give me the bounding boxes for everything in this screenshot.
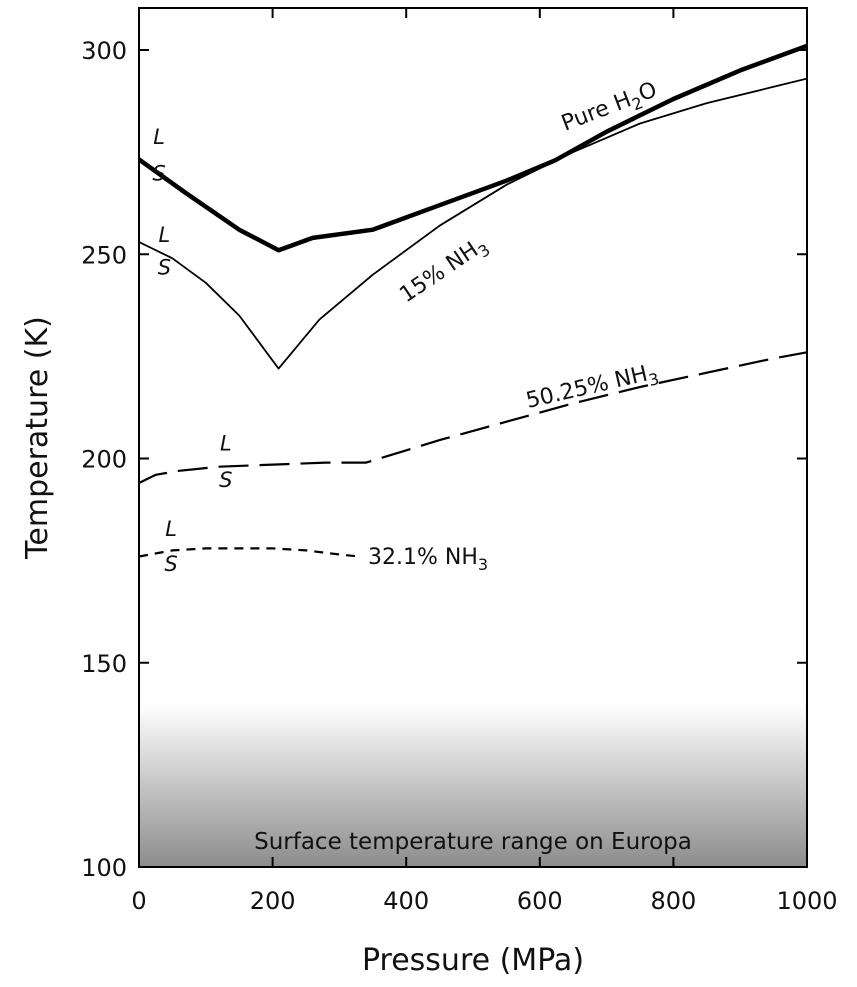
x-tick-label: 400 [383, 887, 429, 915]
plot-frame [138, 7, 808, 868]
series-50-25pct-nh3-line [139, 351, 807, 484]
series-pure-h2o-line [139, 43, 807, 253]
x-tick-label: 1000 [776, 887, 837, 915]
series-15pct-nh3-label: 15% NH3 [395, 232, 493, 311]
y-axis-title: Temperature (K) [20, 316, 55, 560]
y-tick-label: 100 [81, 854, 127, 882]
x-tick-label: 800 [650, 887, 696, 915]
x-tick-label: 600 [517, 887, 563, 915]
x-axis-title: Pressure (MPa) [362, 943, 584, 978]
x-tick-label: 200 [250, 887, 296, 915]
phase-label-solid: S [219, 468, 232, 492]
phase-label-liquid: L [159, 223, 171, 247]
phase-label-liquid: L [220, 431, 232, 455]
curves-group [139, 43, 807, 558]
x-axis: 0 200 400 600 800 1000 [131, 8, 838, 915]
y-axis: 100 150 200 250 300 [81, 37, 807, 882]
y-tick-label: 250 [81, 241, 127, 269]
y-tick-label: 150 [81, 650, 127, 678]
series-15pct-nh3-line [139, 77, 807, 370]
series-32-1pct-nh3-label: 32.1% NH3 [368, 545, 488, 574]
europa-band-label: Surface temperature range on Europa [254, 829, 692, 855]
y-tick-label: 200 [81, 446, 127, 474]
phase-label-solid: S [158, 256, 171, 280]
phase-label-solid: S [152, 162, 165, 186]
europa-surface-temperature-band [139, 703, 807, 867]
phase-label-liquid: L [153, 125, 165, 149]
series-50-25pct-nh3-label: 50.25% NH3 [524, 359, 661, 417]
phase-label-liquid: L [165, 517, 177, 541]
x-tick-label: 0 [131, 887, 146, 915]
phase-label-solid: S [164, 552, 177, 576]
y-tick-label: 300 [81, 37, 127, 65]
series-32-1pct-nh3-line [139, 547, 360, 558]
